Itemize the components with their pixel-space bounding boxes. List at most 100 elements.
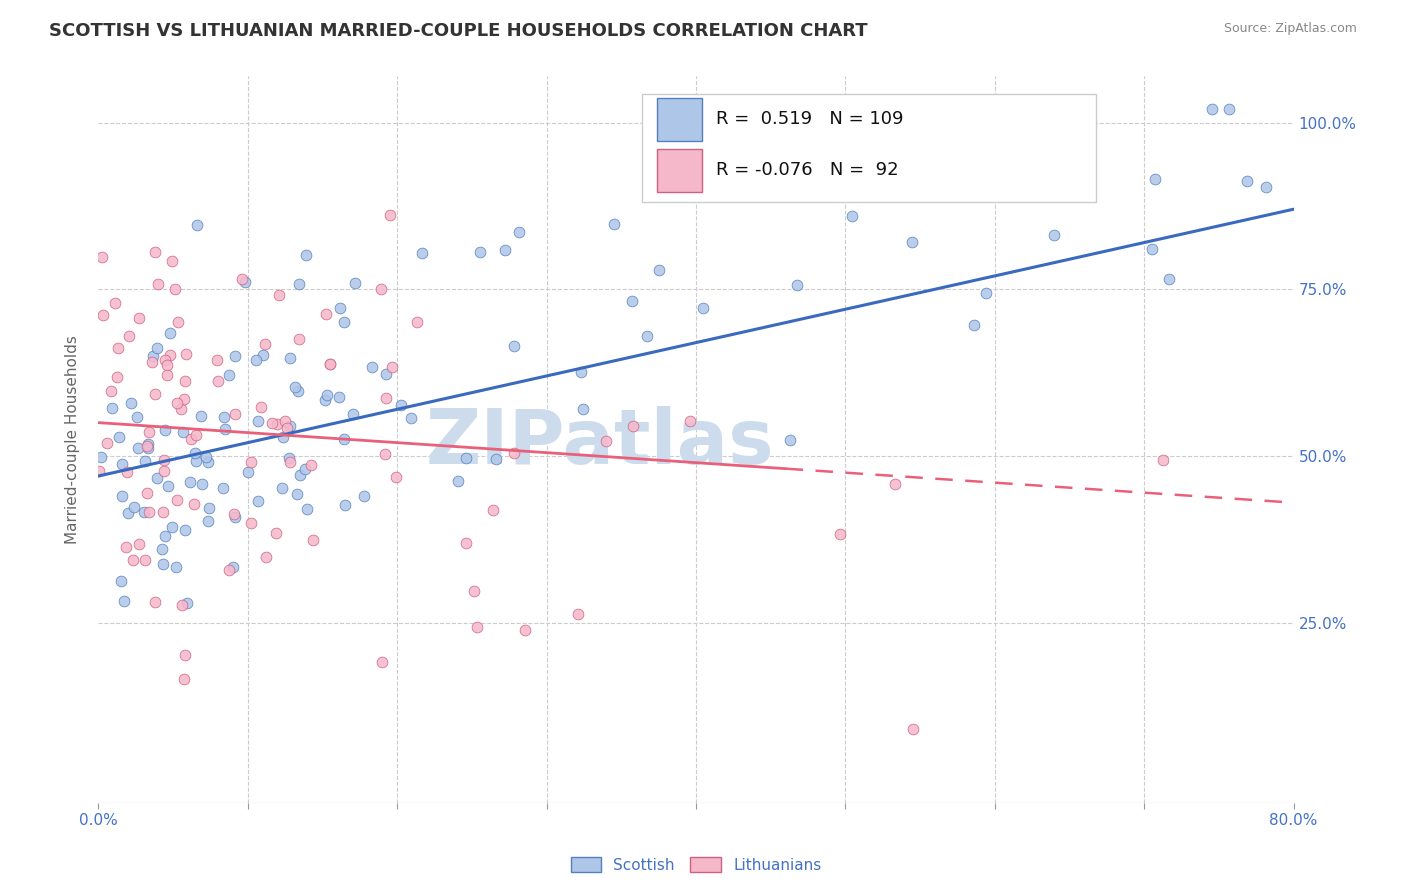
Point [319, 357, 342, 371]
Point [111, 457, 134, 471]
Point [153, 464, 176, 478]
Point [166, 493, 188, 508]
Point [344, 277, 367, 291]
Point [335, 498, 357, 512]
Point [153, 529, 176, 543]
Point [156, 358, 179, 372]
Point [288, 277, 311, 292]
Point [224, 510, 246, 524]
Point [170, 598, 193, 612]
Point [315, 307, 337, 321]
Point [287, 487, 309, 501]
Point [120, 396, 142, 410]
Point [648, 263, 671, 277]
Point [1201, 102, 1223, 116]
Point [212, 481, 235, 495]
Point [179, 475, 201, 490]
Point [146, 471, 169, 485]
Point [274, 413, 297, 427]
Point [371, 655, 394, 669]
Point [375, 367, 398, 381]
Point [235, 275, 257, 289]
Point [284, 380, 307, 394]
Point [1218, 102, 1240, 116]
Point [302, 533, 325, 547]
Point [159, 348, 181, 362]
Point [299, 458, 322, 473]
Point [342, 407, 364, 421]
Point [172, 425, 194, 439]
Point [353, 489, 375, 503]
Point [115, 540, 138, 554]
Point [142, 350, 165, 364]
Point [174, 347, 197, 361]
Point [143, 595, 166, 609]
Point [374, 447, 396, 461]
Point [247, 414, 270, 428]
Point [502, 445, 524, 459]
Point [191, 477, 214, 491]
Point [482, 502, 505, 516]
Point [456, 535, 478, 549]
Point [134, 553, 156, 567]
Point [247, 493, 270, 508]
Point [186, 428, 208, 442]
Point [963, 318, 986, 332]
Point [333, 316, 356, 330]
Point [1254, 180, 1277, 194]
Point [107, 341, 129, 355]
Point [153, 453, 176, 467]
Point [160, 519, 183, 533]
Point [361, 359, 384, 374]
Point [240, 516, 263, 530]
Point [278, 418, 301, 433]
Point [485, 451, 508, 466]
Text: ZIPatlas: ZIPatlas [426, 406, 775, 480]
Point [332, 432, 354, 446]
Point [160, 253, 183, 268]
Point [128, 310, 150, 325]
Point [155, 423, 177, 437]
Point [150, 542, 173, 557]
Point [135, 439, 157, 453]
Point [115, 465, 138, 479]
Text: SCOTTISH VS LITHUANIAN MARRIED-COUPLE HOUSEHOLDS CORRELATION CHART: SCOTTISH VS LITHUANIAN MARRIED-COUPLE HO… [49, 22, 868, 40]
FancyBboxPatch shape [657, 149, 702, 192]
Point [329, 301, 352, 316]
Point [1140, 243, 1163, 257]
Point [125, 409, 148, 424]
Point [294, 461, 316, 475]
Point [503, 339, 526, 353]
Point [141, 355, 163, 369]
Point [494, 244, 516, 258]
Point [569, 365, 592, 379]
Point [571, 402, 593, 417]
Point [176, 596, 198, 610]
Point [508, 225, 530, 239]
Point [786, 277, 808, 292]
Point [470, 244, 492, 259]
Point [378, 208, 401, 222]
Point [183, 496, 205, 510]
Point [240, 455, 263, 469]
Point [254, 336, 277, 351]
Point [108, 430, 131, 444]
Point [603, 217, 626, 231]
Point [138, 425, 160, 440]
Point [173, 523, 195, 537]
Point [231, 271, 253, 285]
Point [447, 474, 470, 488]
Point [186, 454, 208, 468]
Point [779, 433, 801, 447]
Point [174, 648, 197, 662]
Point [271, 429, 294, 443]
Point [100, 384, 122, 399]
Point [159, 326, 181, 341]
Point [152, 505, 174, 519]
FancyBboxPatch shape [643, 94, 1097, 202]
Point [155, 352, 177, 367]
Point [280, 455, 302, 469]
Point [1236, 173, 1258, 187]
Point [252, 348, 274, 362]
Point [328, 390, 350, 404]
